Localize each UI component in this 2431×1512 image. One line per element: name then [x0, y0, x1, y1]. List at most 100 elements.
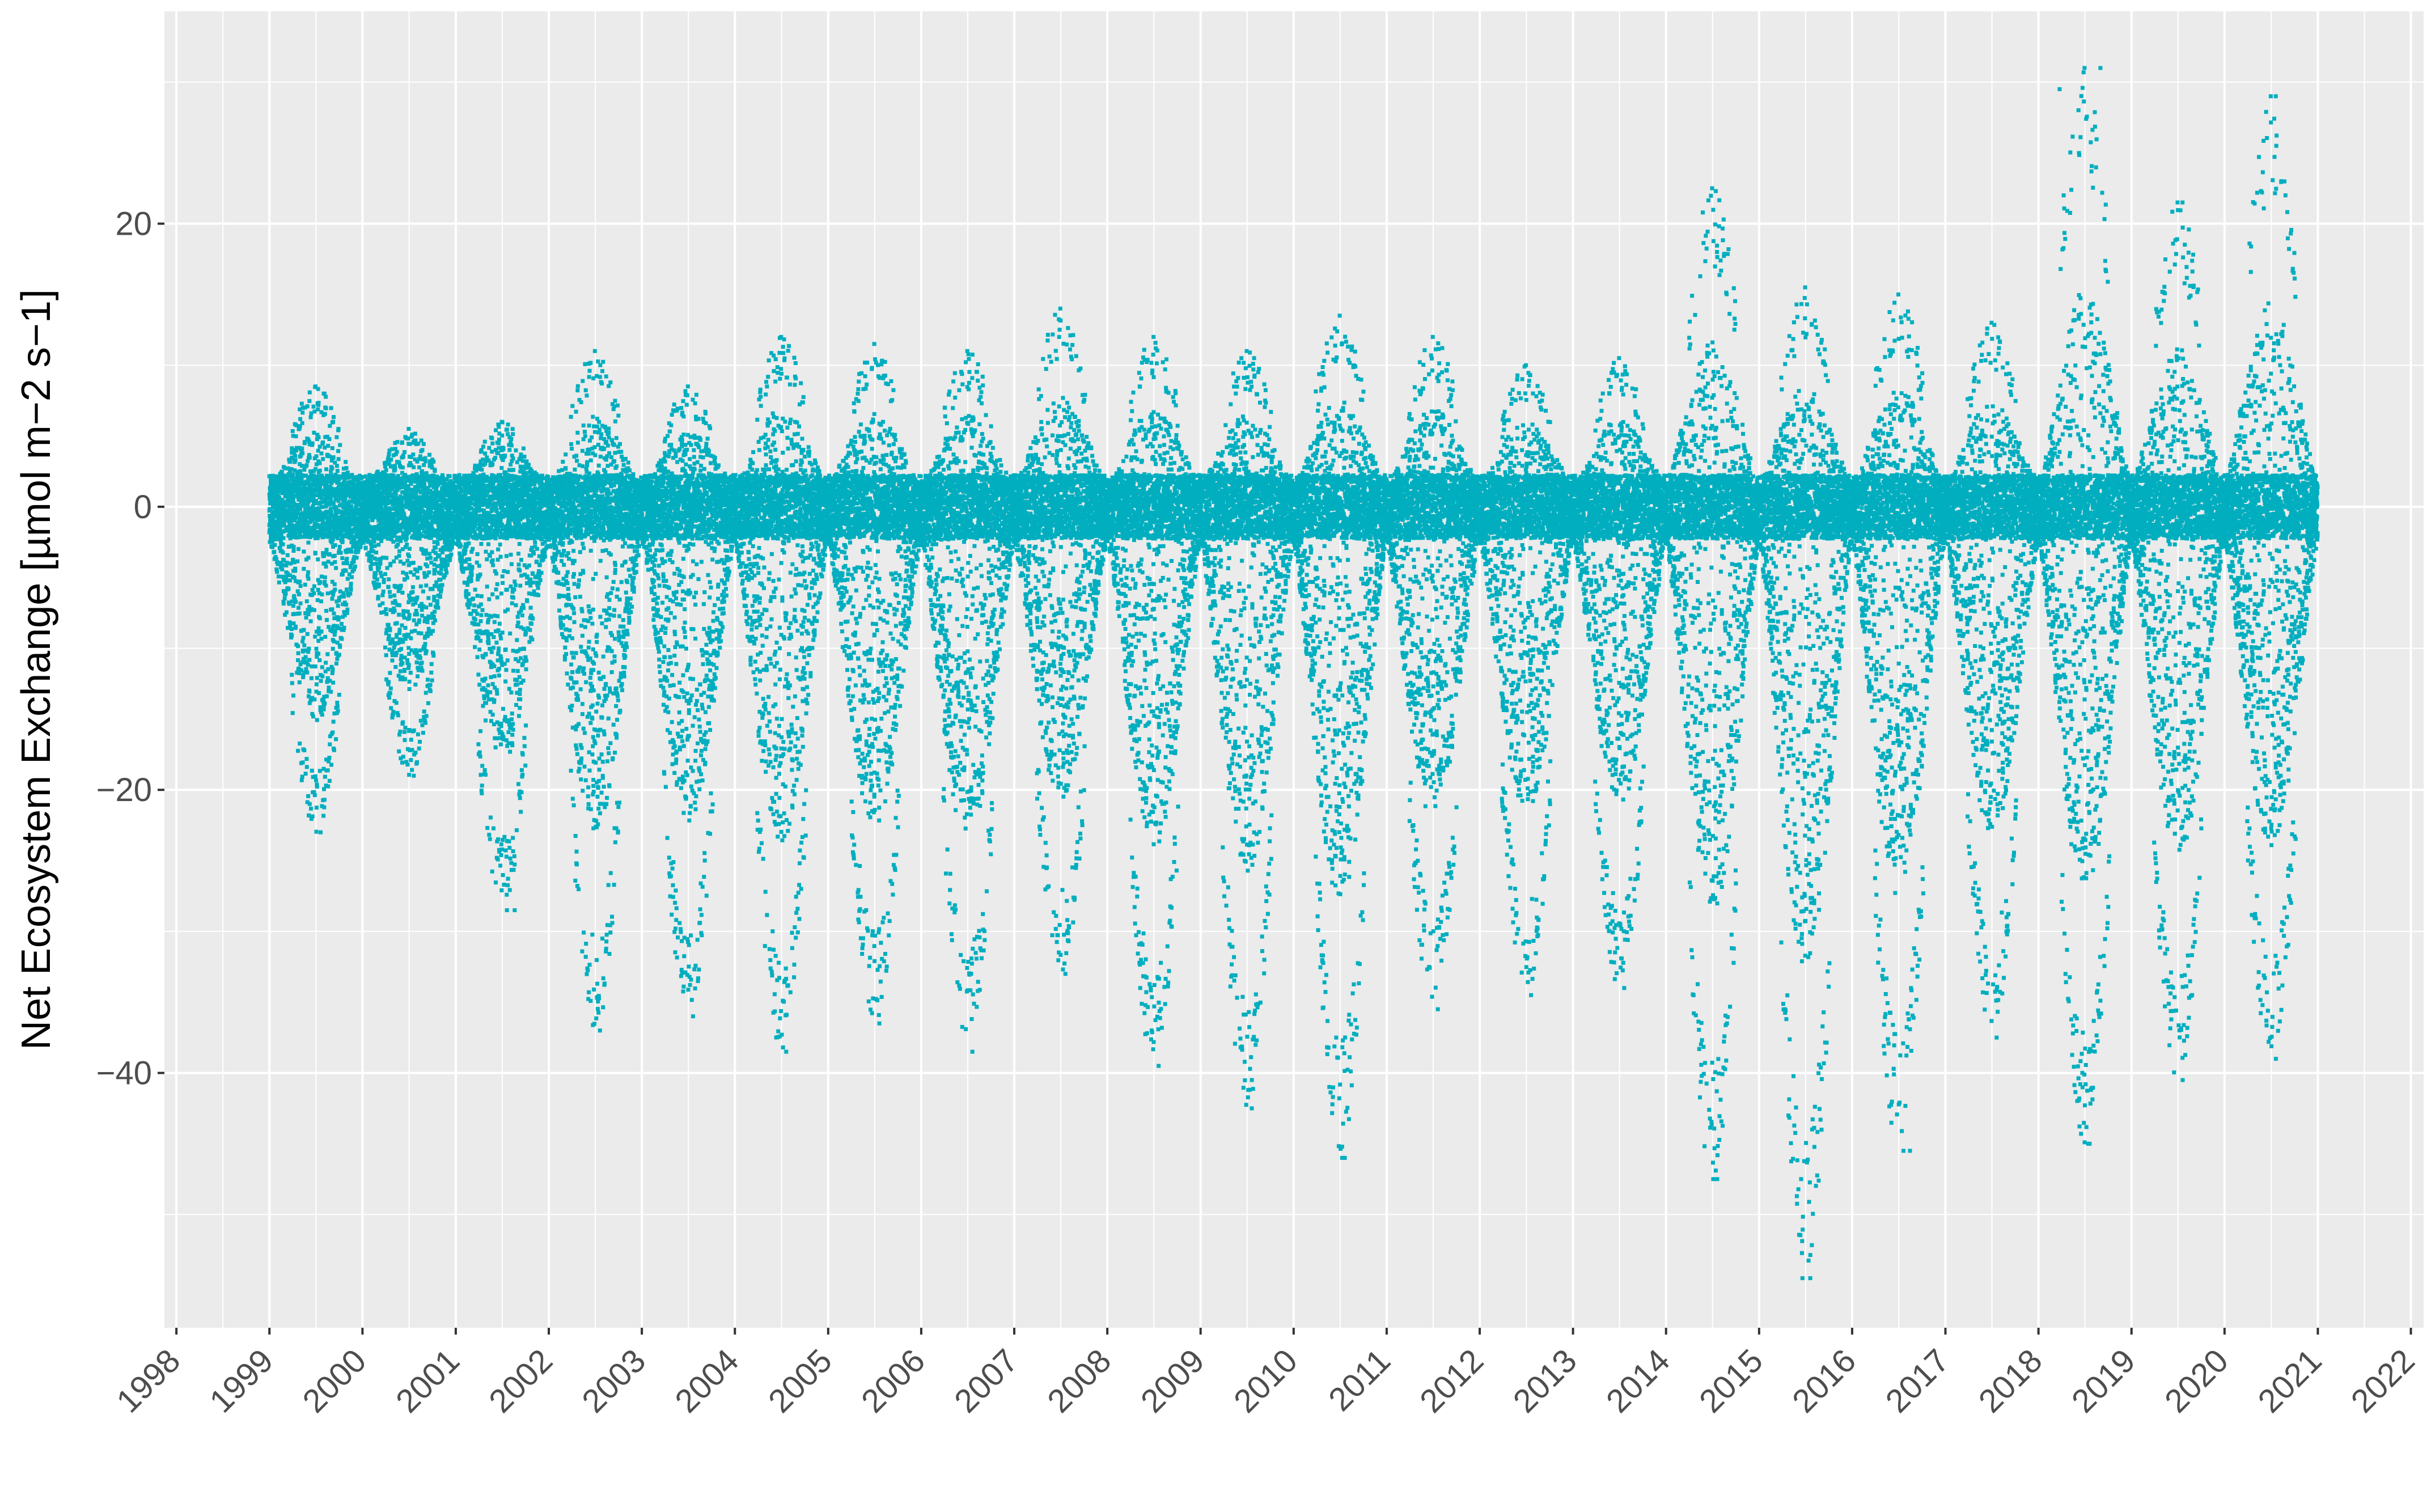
data-point [317, 658, 321, 662]
data-point [374, 571, 378, 575]
data-point [379, 571, 383, 575]
data-point [476, 552, 480, 556]
data-point [494, 428, 498, 432]
data-point [408, 728, 412, 732]
data-point [312, 591, 316, 595]
data-point [320, 713, 324, 717]
data-point [494, 880, 498, 884]
data-point [284, 592, 288, 596]
data-point [485, 694, 489, 698]
data-point [310, 769, 314, 773]
data-point [288, 578, 292, 582]
data-point [420, 661, 424, 665]
data-point [490, 550, 494, 554]
data-point [393, 467, 397, 471]
data-point [337, 427, 341, 431]
data-point [486, 683, 490, 687]
data-point [387, 696, 391, 700]
data-point [407, 773, 411, 777]
data-point [333, 633, 337, 637]
data-point [318, 580, 322, 584]
data-point [290, 634, 294, 638]
data-point [412, 561, 416, 565]
data-point [398, 730, 402, 734]
data-point [376, 595, 380, 599]
data-point [413, 751, 417, 755]
data-point [486, 641, 490, 645]
data-point [335, 701, 339, 705]
data-point [321, 814, 325, 818]
data-point [292, 549, 296, 553]
data-point [498, 543, 502, 547]
data-point [490, 870, 494, 874]
data-point [399, 669, 403, 673]
data-point [404, 572, 408, 576]
data-point [316, 408, 320, 412]
data-point [324, 406, 328, 410]
data-point [336, 709, 340, 713]
data-point [499, 657, 503, 661]
data-point [499, 722, 503, 726]
data-point [416, 595, 420, 599]
data-point [408, 442, 412, 446]
data-point [298, 612, 302, 616]
data-point [323, 635, 327, 639]
data-point [349, 504, 353, 508]
data-point [490, 437, 494, 441]
data-point [403, 450, 406, 454]
data-point [408, 613, 412, 617]
data-point [425, 564, 429, 568]
data-point [333, 587, 337, 591]
data-point [405, 576, 409, 580]
data-point [338, 545, 342, 549]
data-point [483, 768, 487, 772]
data-point [501, 581, 505, 585]
data-point [407, 652, 411, 656]
data-point [415, 760, 419, 764]
data-point [403, 726, 407, 730]
data-point [409, 636, 413, 640]
data-point [294, 600, 298, 604]
data-point [293, 454, 297, 458]
data-point [434, 488, 438, 492]
data-point [499, 591, 503, 595]
data-point [329, 763, 333, 767]
data-point [323, 412, 327, 416]
data-point [332, 639, 336, 643]
data-point [292, 594, 296, 598]
data-point [431, 629, 435, 633]
data-point [401, 721, 405, 725]
data-point [400, 591, 404, 595]
data-point [342, 591, 346, 595]
data-point [331, 681, 335, 685]
data-point [491, 558, 495, 562]
data-point [277, 581, 281, 585]
data-point [297, 547, 300, 551]
data-point [384, 468, 388, 472]
data-point [426, 677, 430, 681]
data-point [345, 608, 349, 612]
data-point [484, 652, 488, 656]
data-point [497, 646, 501, 650]
data-point [475, 612, 479, 616]
data-point [316, 598, 320, 602]
data-point [414, 609, 418, 613]
data-point [424, 605, 428, 609]
data-point [320, 451, 324, 455]
data-point [421, 669, 425, 673]
data-point [290, 673, 294, 677]
data-point [346, 577, 350, 581]
data-point [320, 496, 324, 500]
data-point [316, 652, 320, 656]
data-point [296, 644, 300, 648]
data-point [320, 592, 324, 596]
data-point [430, 679, 434, 683]
data-point [479, 613, 483, 617]
data-point [484, 701, 488, 705]
data-point [499, 743, 503, 747]
data-point [395, 701, 399, 705]
data-point [296, 749, 300, 753]
data-point [415, 660, 419, 664]
data-point [304, 757, 308, 761]
